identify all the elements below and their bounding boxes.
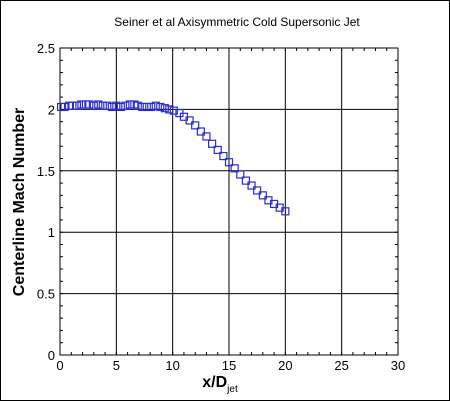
x-tick-label: 30 (391, 358, 405, 373)
data-point-marker (133, 101, 142, 110)
data-point-marker (138, 102, 147, 112)
y-tick-labels: 0 0.5 1 1.5 2 2.5 (37, 41, 55, 363)
data-point-marker (236, 170, 245, 179)
x-tick-label: 20 (278, 358, 292, 373)
data-point-marker (121, 101, 130, 110)
x-tick-label: 5 (113, 358, 120, 373)
x-tick-label: 25 (334, 358, 348, 373)
data-point-marker (116, 102, 125, 112)
data-point-marker (208, 139, 217, 148)
data-point-marker (213, 145, 222, 155)
data-markers (57, 100, 290, 216)
data-point-marker (281, 207, 290, 216)
y-axis-label: Centerline Mach Number (11, 108, 28, 296)
x-tick-label: 15 (222, 358, 236, 373)
data-point-marker (196, 127, 205, 136)
y-tick-label: 0 (48, 348, 55, 363)
x-tick-label: 0 (56, 358, 63, 373)
data-point-marker (160, 104, 169, 113)
x-axis-label-subscript: jet (226, 384, 238, 395)
x-tick-labels: 0 5 10 15 20 25 30 (56, 358, 405, 373)
y-tick-label: 1 (48, 225, 55, 240)
data-point-marker (60, 102, 69, 112)
y-tick-label: 2.5 (37, 41, 55, 56)
data-point-marker (169, 106, 178, 115)
data-point-marker (103, 101, 112, 110)
data-point-marker (191, 121, 200, 130)
plot-area-border (59, 47, 399, 356)
data-point-marker (241, 176, 250, 185)
data-point-marker (165, 105, 174, 114)
data-point-marker (151, 101, 160, 110)
data-point-marker (142, 102, 151, 112)
data-point-marker (219, 151, 228, 161)
data-point-marker (107, 102, 116, 112)
data-point-marker (125, 100, 134, 109)
x-axis-label: x/Djet (202, 374, 238, 395)
data-point-marker (230, 164, 239, 173)
y-tick-label: 1.5 (37, 164, 55, 179)
data-point-marker (224, 158, 234, 167)
data-point-marker (68, 101, 77, 110)
data-point-marker (85, 100, 94, 109)
y-tick-label: 0.5 (37, 287, 55, 302)
x-tick-label: 10 (165, 358, 179, 373)
data-point-marker (147, 102, 156, 112)
data-point-marker (89, 101, 98, 110)
y-tick-label: 2 (48, 102, 55, 117)
data-point-marker (156, 102, 165, 112)
data-point-marker (185, 116, 194, 125)
data-point-marker (112, 101, 121, 110)
chart-title: Seiner et al Axisymmetric Cold Supersoni… (114, 15, 360, 29)
data-point-marker (72, 101, 82, 110)
grid (59, 47, 399, 356)
x-axis-label-main: x/D (202, 374, 227, 391)
data-point-marker (202, 132, 211, 141)
data-point-marker (253, 186, 262, 195)
data-point-marker (258, 191, 267, 200)
data-point-marker (98, 101, 107, 110)
data-point-marker (77, 100, 86, 109)
data-point-marker (94, 100, 103, 109)
data-point-marker (247, 181, 256, 190)
